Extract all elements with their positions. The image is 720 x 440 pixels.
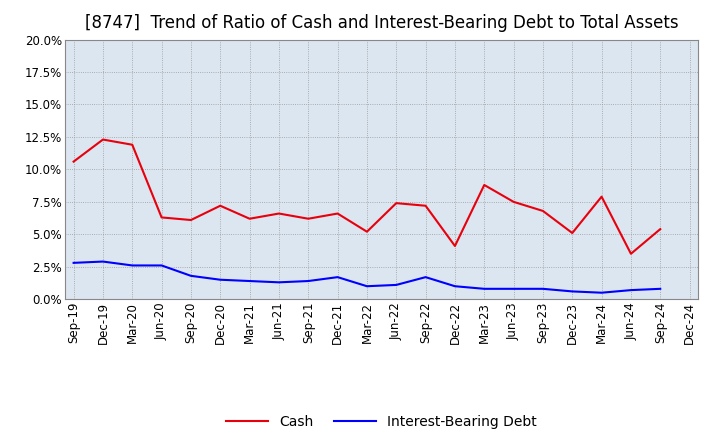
Cash xyxy=(451,243,459,249)
Cash xyxy=(99,137,107,142)
Interest-Bearing Debt xyxy=(186,273,195,279)
Cash xyxy=(128,142,137,147)
Cash xyxy=(216,203,225,209)
Cash xyxy=(568,231,577,236)
Interest-Bearing Debt xyxy=(246,279,254,284)
Interest-Bearing Debt xyxy=(363,284,372,289)
Cash xyxy=(246,216,254,221)
Cash xyxy=(656,227,665,232)
Cash xyxy=(157,215,166,220)
Interest-Bearing Debt xyxy=(480,286,489,291)
Cash xyxy=(186,217,195,223)
Interest-Bearing Debt xyxy=(392,282,400,288)
Interest-Bearing Debt xyxy=(157,263,166,268)
Cash xyxy=(480,182,489,187)
Cash xyxy=(421,203,430,209)
Interest-Bearing Debt xyxy=(274,280,283,285)
Cash xyxy=(274,211,283,216)
Cash xyxy=(392,201,400,206)
Interest-Bearing Debt xyxy=(451,284,459,289)
Line: Cash: Cash xyxy=(73,139,660,254)
Interest-Bearing Debt xyxy=(598,290,606,295)
Cash xyxy=(509,199,518,205)
Interest-Bearing Debt xyxy=(539,286,547,291)
Interest-Bearing Debt xyxy=(626,287,635,293)
Interest-Bearing Debt xyxy=(99,259,107,264)
Interest-Bearing Debt xyxy=(568,289,577,294)
Interest-Bearing Debt xyxy=(128,263,137,268)
Cash xyxy=(363,229,372,235)
Interest-Bearing Debt xyxy=(304,279,312,284)
Interest-Bearing Debt xyxy=(509,286,518,291)
Interest-Bearing Debt xyxy=(656,286,665,291)
Cash xyxy=(304,216,312,221)
Cash xyxy=(626,251,635,257)
Cash xyxy=(69,159,78,164)
Interest-Bearing Debt xyxy=(333,275,342,280)
Legend: Cash, Interest-Bearing Debt: Cash, Interest-Bearing Debt xyxy=(221,410,542,435)
Cash xyxy=(333,211,342,216)
Cash xyxy=(598,194,606,199)
Interest-Bearing Debt xyxy=(216,277,225,282)
Line: Interest-Bearing Debt: Interest-Bearing Debt xyxy=(73,261,660,293)
Title: [8747]  Trend of Ratio of Cash and Interest-Bearing Debt to Total Assets: [8747] Trend of Ratio of Cash and Intere… xyxy=(85,15,678,33)
Interest-Bearing Debt xyxy=(421,275,430,280)
Cash xyxy=(539,208,547,213)
Interest-Bearing Debt xyxy=(69,260,78,265)
